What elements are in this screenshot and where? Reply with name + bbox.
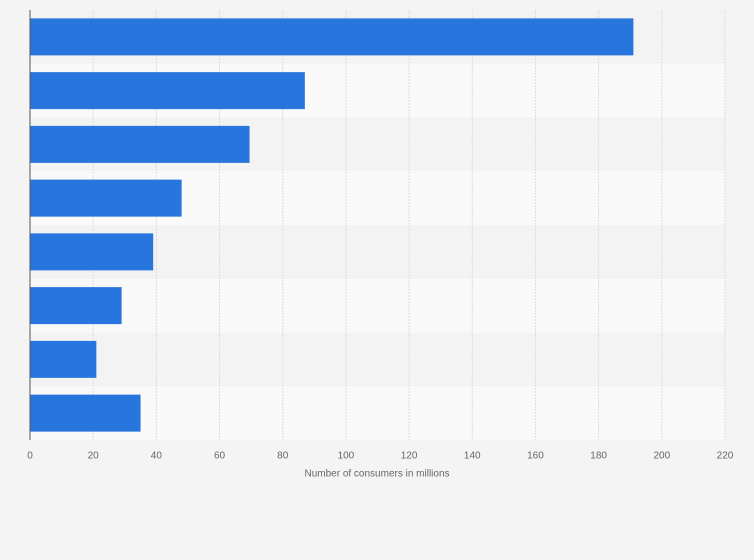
x-tick-label: 20	[88, 451, 100, 462]
row-band	[30, 278, 725, 333]
bar	[30, 340, 97, 378]
x-tick-label: 140	[464, 451, 481, 462]
x-tick-label: 40	[151, 451, 163, 462]
bar	[30, 179, 182, 217]
x-tick-label: 200	[653, 451, 670, 462]
bar	[30, 125, 250, 163]
bar	[30, 233, 154, 271]
bar	[30, 394, 141, 432]
x-axis-title: Number of consumers in millions	[304, 469, 449, 480]
x-tick-label: 60	[214, 451, 226, 462]
bar	[30, 18, 634, 56]
x-tick-label: 120	[401, 451, 418, 462]
x-tick-label: 180	[590, 451, 607, 462]
x-tick-label: 160	[527, 451, 544, 462]
x-tick-label: 80	[277, 451, 289, 462]
bar	[30, 72, 305, 110]
x-tick-label: 100	[338, 451, 355, 462]
bar	[30, 287, 122, 325]
x-tick-label: 0	[27, 451, 33, 462]
x-tick-label: 220	[717, 451, 734, 462]
row-band	[30, 332, 725, 387]
row-band	[30, 386, 725, 440]
